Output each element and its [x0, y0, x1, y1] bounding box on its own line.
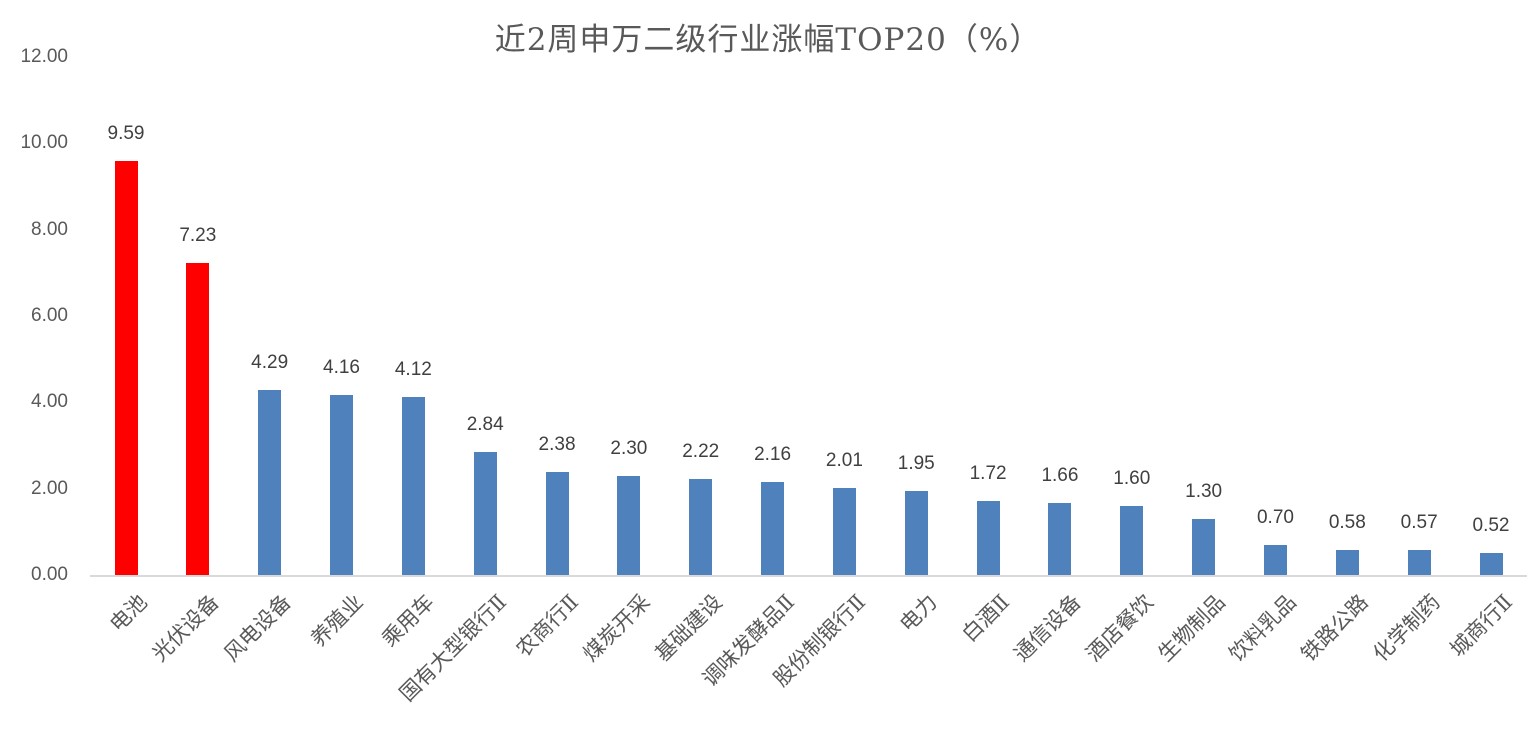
data-label: 2.30 [610, 437, 648, 459]
x-category-label: 城商行Ⅱ [1445, 589, 1518, 662]
y-tick-label: 0.00 [31, 564, 68, 585]
bar [1192, 518, 1216, 575]
data-label: 4.12 [394, 359, 432, 381]
bar [832, 488, 856, 575]
x-category-label: 酒店餐饮 [1081, 589, 1158, 667]
bar [1120, 505, 1144, 575]
bar [689, 479, 713, 575]
x-axis-line [90, 575, 1527, 577]
data-label: 0.52 [1472, 514, 1510, 536]
x-category-label: 乘用车 [377, 589, 440, 652]
bar [114, 161, 138, 575]
x-category-label: 生物制品 [1153, 589, 1230, 667]
data-label: 1.60 [1113, 467, 1151, 489]
bar [1335, 549, 1359, 575]
data-label: 2.01 [825, 450, 863, 472]
x-category-label: 电池 [105, 589, 152, 637]
data-label: 7.23 [179, 224, 217, 246]
bar [904, 490, 928, 575]
data-label: 1.30 [1185, 480, 1223, 502]
data-label: 1.95 [897, 452, 935, 474]
bar [617, 475, 641, 575]
x-category-label: 电力 [895, 589, 943, 637]
bar [1048, 503, 1072, 575]
x-category-label: 白酒Ⅱ [957, 589, 1015, 647]
data-label: 9.59 [107, 123, 145, 145]
data-label: 2.16 [754, 443, 792, 465]
chart-title: 近2周申万二级行业涨幅TOP20（%） [494, 22, 1042, 58]
bar [761, 481, 785, 575]
bar [473, 452, 497, 575]
x-category-label: 风电设备 [219, 589, 296, 667]
bar [401, 397, 425, 575]
x-category-label: 通信设备 [1009, 589, 1086, 667]
x-category-label: 铁路公路 [1296, 589, 1374, 667]
bar [545, 472, 569, 575]
bar [1263, 544, 1287, 575]
data-label: 1.72 [969, 462, 1007, 484]
x-category-label: 光伏设备 [147, 589, 224, 667]
y-tick-label: 8.00 [31, 218, 68, 240]
x-category-label: 化学制药 [1368, 589, 1445, 667]
x-category-label: 煤炭开采 [578, 589, 655, 667]
y-tick-label: 2.00 [31, 477, 68, 499]
bar [186, 262, 210, 575]
data-label: 2.22 [682, 441, 720, 463]
data-label: 4.16 [323, 357, 360, 379]
data-label: 0.57 [1400, 512, 1438, 534]
data-label: 2.84 [466, 414, 504, 436]
y-tick-label: 12.00 [20, 46, 68, 67]
y-tick-label: 6.00 [31, 305, 68, 326]
x-category-label: 饮料乳品 [1224, 589, 1302, 667]
data-label: 1.66 [1041, 465, 1079, 487]
data-label: 2.38 [538, 434, 576, 456]
y-tick-label: 4.00 [31, 391, 68, 413]
data-label: 4.29 [251, 351, 289, 373]
bar [976, 500, 1000, 575]
data-label: 0.58 [1328, 511, 1366, 533]
bar [330, 395, 354, 575]
data-label: 0.70 [1256, 506, 1294, 528]
bar [1407, 550, 1431, 575]
y-tick-label: 10.00 [20, 132, 68, 154]
bar [258, 389, 282, 575]
x-category-label: 农商行Ⅱ [511, 589, 584, 662]
x-category-label: 养殖业 [305, 589, 368, 652]
bar [1479, 552, 1503, 575]
